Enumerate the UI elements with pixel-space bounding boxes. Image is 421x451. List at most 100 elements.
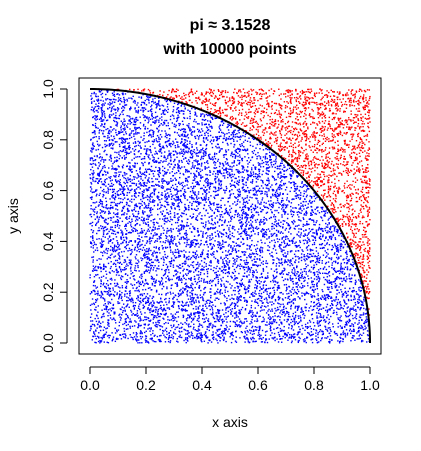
point-inside <box>184 171 187 173</box>
point-inside <box>125 104 128 106</box>
point-inside <box>293 333 296 335</box>
point-inside <box>210 215 212 218</box>
point-inside <box>337 244 339 246</box>
point-inside <box>290 334 293 336</box>
point-outside <box>195 100 197 102</box>
point-inside <box>198 150 201 152</box>
point-inside <box>90 98 93 101</box>
point-outside <box>335 152 337 154</box>
point-inside <box>178 146 180 148</box>
point-outside <box>245 102 248 105</box>
point-outside <box>292 111 294 114</box>
point-inside <box>110 293 113 295</box>
point-inside <box>136 223 138 225</box>
point-outside <box>354 157 357 160</box>
point-inside <box>157 319 159 322</box>
point-inside <box>163 308 166 311</box>
point-inside <box>312 249 314 251</box>
point-outside <box>305 133 308 135</box>
point-outside <box>365 192 368 194</box>
point-inside <box>163 261 165 264</box>
point-inside <box>174 144 176 147</box>
point-inside <box>116 249 118 251</box>
point-inside <box>173 302 175 304</box>
point-inside <box>262 229 265 231</box>
point-inside <box>174 172 176 175</box>
point-outside <box>341 103 344 106</box>
point-inside <box>232 192 235 195</box>
point-inside <box>296 273 298 275</box>
point-inside <box>236 180 239 182</box>
point-inside <box>105 140 108 142</box>
point-inside <box>241 283 244 285</box>
point-inside <box>164 190 166 192</box>
point-inside <box>100 270 102 273</box>
point-outside <box>332 170 335 172</box>
point-inside <box>234 157 236 159</box>
point-inside <box>167 239 169 241</box>
point-inside <box>175 111 178 114</box>
point-inside <box>112 194 114 196</box>
point-inside <box>263 281 265 283</box>
point-inside <box>279 243 281 246</box>
point-outside <box>364 181 366 184</box>
point-inside <box>163 223 166 225</box>
point-inside <box>217 320 219 322</box>
point-inside <box>344 334 347 336</box>
point-inside <box>161 180 163 182</box>
point-outside <box>348 101 351 103</box>
point-inside <box>238 219 240 222</box>
point-inside <box>194 286 196 289</box>
point-inside <box>156 274 158 276</box>
point-inside <box>167 103 169 105</box>
point-inside <box>149 148 152 151</box>
point-inside <box>219 180 221 182</box>
point-inside <box>152 143 154 146</box>
point-outside <box>290 162 293 164</box>
point-inside <box>185 136 187 138</box>
point-inside <box>196 198 198 201</box>
point-inside <box>223 257 226 260</box>
point-inside <box>134 269 136 271</box>
point-inside <box>191 282 193 285</box>
point-inside <box>228 135 231 138</box>
point-inside <box>349 328 351 330</box>
point-inside <box>252 264 254 266</box>
point-outside <box>285 96 287 98</box>
point-inside <box>318 330 321 333</box>
point-inside <box>344 311 347 314</box>
point-inside <box>173 214 176 216</box>
point-inside <box>139 342 141 344</box>
point-inside <box>256 285 258 287</box>
point-outside <box>268 127 270 129</box>
point-inside <box>242 266 245 268</box>
point-outside <box>307 126 309 128</box>
point-inside <box>317 325 320 327</box>
point-outside <box>229 117 231 120</box>
point-inside <box>108 312 110 314</box>
point-inside <box>128 144 131 147</box>
point-inside <box>113 117 115 119</box>
point-inside <box>213 227 216 230</box>
point-inside <box>257 185 259 187</box>
point-inside <box>273 223 275 226</box>
point-inside <box>206 255 209 258</box>
point-inside <box>294 316 297 318</box>
point-inside <box>320 304 322 306</box>
point-inside <box>322 206 324 209</box>
point-outside <box>346 143 348 146</box>
point-inside <box>349 325 351 327</box>
point-inside <box>316 317 318 319</box>
point-outside <box>348 126 351 128</box>
point-outside <box>225 102 228 104</box>
point-inside <box>111 242 114 244</box>
point-inside <box>304 239 306 241</box>
point-outside <box>353 253 356 255</box>
point-outside <box>284 134 286 136</box>
point-inside <box>311 280 313 282</box>
point-outside <box>366 255 369 257</box>
point-inside <box>274 221 276 223</box>
point-inside <box>201 124 203 126</box>
point-inside <box>189 336 191 338</box>
point-inside <box>213 317 215 320</box>
